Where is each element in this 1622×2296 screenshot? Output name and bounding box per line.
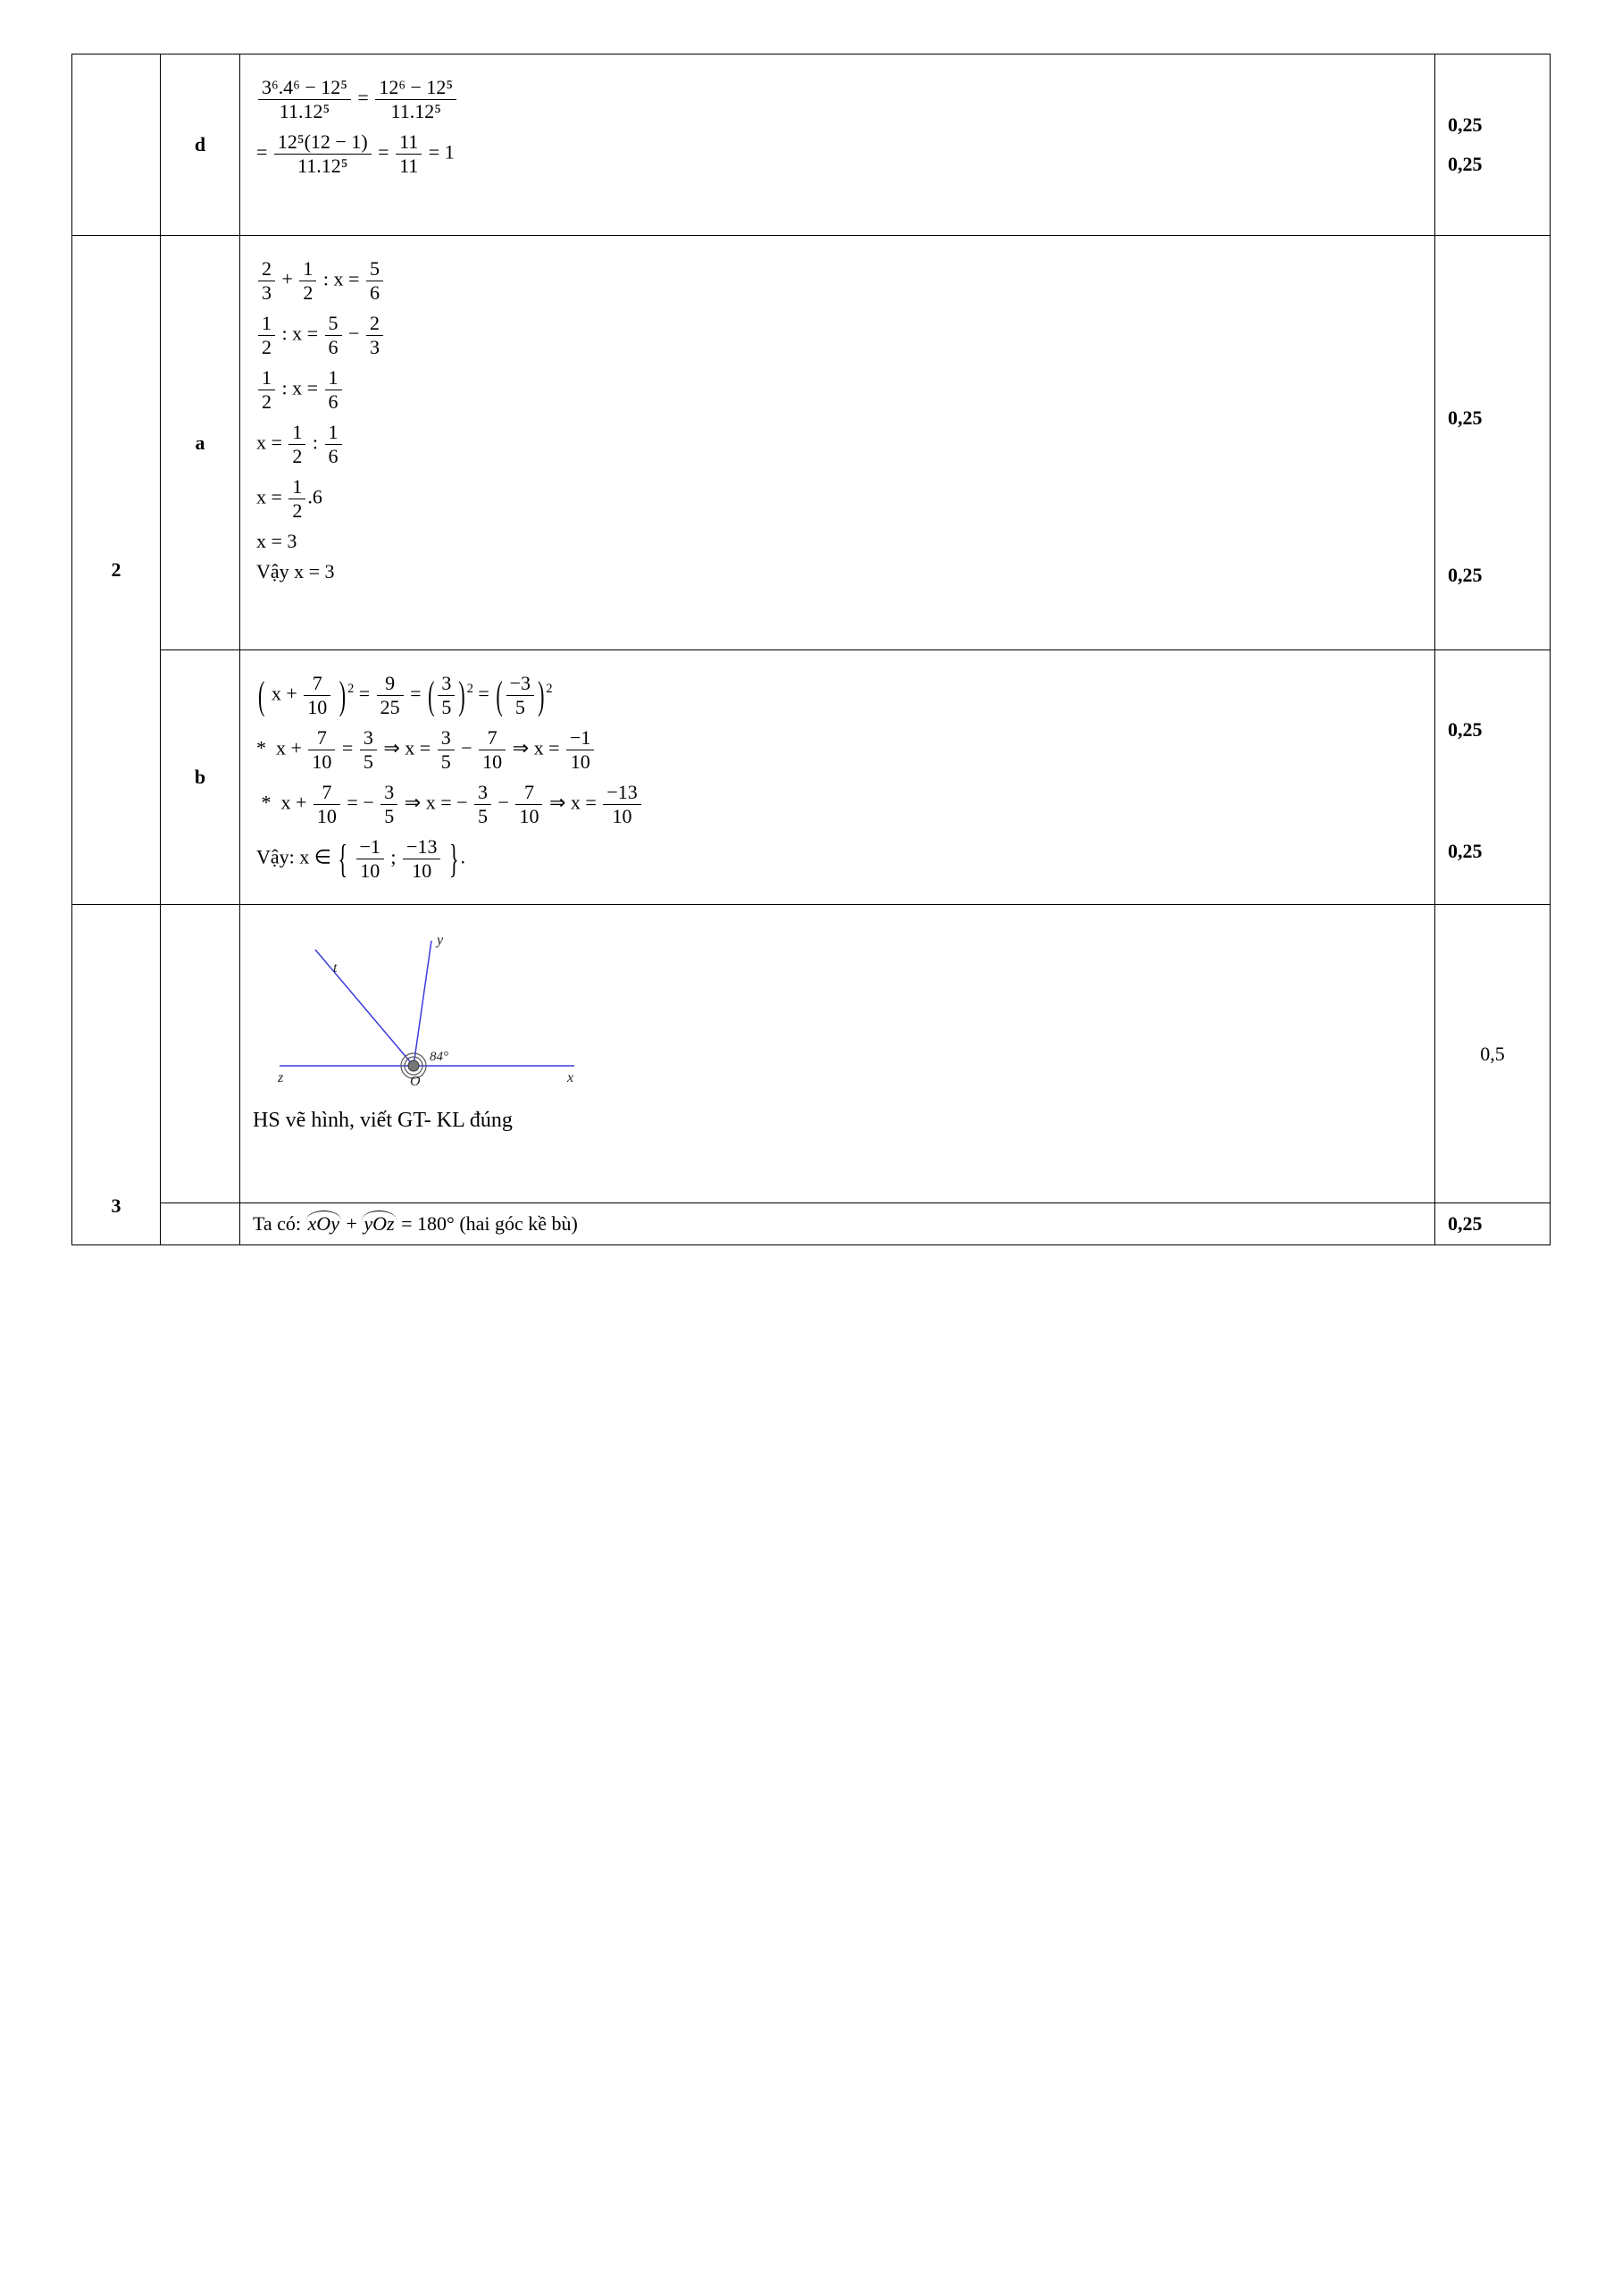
score: 0,25	[1448, 840, 1537, 863]
geometry-diagram: x z y t O 84°	[253, 914, 1422, 1102]
text: Ta có:	[253, 1212, 306, 1235]
label-o: O	[410, 1074, 421, 1089]
label-x: x	[566, 1070, 573, 1085]
question-number	[72, 54, 161, 236]
score: 0,25	[1448, 406, 1537, 430]
set-braces: −110 ; −1310	[336, 835, 460, 883]
score: 0,25	[1448, 718, 1537, 742]
score: 0,25	[1448, 1212, 1537, 1236]
math-d: 3⁶.4⁶ − 12⁵ 11.12⁵ = 12⁶ − 12⁵ 11.12⁵ = …	[253, 63, 1422, 226]
fraction: 12⁶ − 12⁵ 11.12⁵	[375, 76, 456, 123]
work-cell: x + 710 2 = 925 = 352 = −352 * x + 710 =…	[240, 650, 1435, 905]
label-t: t	[333, 960, 338, 976]
score-cell: 0,25	[1435, 1203, 1551, 1245]
math-2a: 23 + 12 : x = 56 12 : x = 56 − 23 12 : x…	[253, 245, 1422, 641]
score: 0,25	[1448, 113, 1537, 137]
part-label: a	[161, 236, 240, 650]
score-cell: 0,25 0,25	[1435, 650, 1551, 905]
part-label: d	[161, 54, 240, 236]
angle-value-label: 84°	[430, 1050, 448, 1064]
figure-caption: HS vẽ hình, viết GT- KL đúng	[253, 1109, 1422, 1133]
angle-xoy: xOy	[306, 1212, 341, 1236]
ray-ot	[315, 950, 414, 1066]
part-label: b	[161, 650, 240, 905]
paren-group: x + 710	[256, 672, 347, 719]
work-cell: x z y t O 84° HS vẽ hình, viết GT- KL đú…	[240, 905, 1435, 1203]
score-cell: 0,25 0,25	[1435, 54, 1551, 236]
math-2b: x + 710 2 = 925 = 352 = −352 * x + 710 =…	[253, 659, 1422, 895]
label-z: z	[277, 1070, 284, 1085]
work-cell: Ta có: xOy + yOz = 180° (hai góc kề bù)	[240, 1203, 1435, 1245]
row-3-text: Ta có: xOy + yOz = 180° (hai góc kề bù) …	[72, 1203, 1551, 1245]
ray-oy	[414, 941, 431, 1066]
row-3-figure: 3 x z y	[72, 905, 1551, 1203]
part-label	[161, 905, 240, 1203]
fraction: 12⁵(12 − 1) 11.12⁵	[274, 130, 372, 178]
score: 0,25	[1448, 564, 1537, 587]
point-o	[408, 1060, 419, 1071]
score: 0,5	[1448, 1043, 1537, 1066]
question-number: 2	[72, 236, 161, 905]
score-cell: 0,5	[1435, 905, 1551, 1203]
text: = 180° (hai góc kề bù)	[401, 1212, 578, 1235]
row-1d: d 3⁶.4⁶ − 12⁵ 11.12⁵ = 12⁶ − 12⁵ 11.12⁵ …	[72, 54, 1551, 236]
angle-diagram-svg: x z y t O 84°	[253, 923, 610, 1102]
fraction: 3⁶.4⁶ − 12⁵ 11.12⁵	[258, 76, 351, 123]
label-y: y	[435, 933, 444, 948]
row-2b: b x + 710 2 = 925 = 352 = −352 * x	[72, 650, 1551, 905]
question-number: 3	[72, 905, 161, 1245]
score-cell: 0,25 0,25	[1435, 236, 1551, 650]
row-2a: 2 a 23 + 12 : x = 56 12 : x = 56 − 23	[72, 236, 1551, 650]
work-cell: 23 + 12 : x = 56 12 : x = 56 − 23 12 : x…	[240, 236, 1435, 650]
score: 0,25	[1448, 153, 1537, 176]
fraction: 11 11	[396, 130, 422, 178]
angle-yoz: yOz	[362, 1212, 396, 1236]
answer-key-table: d 3⁶.4⁶ − 12⁵ 11.12⁵ = 12⁶ − 12⁵ 11.12⁵ …	[71, 54, 1551, 1245]
result: 1	[445, 141, 455, 163]
work-cell: 3⁶.4⁶ − 12⁵ 11.12⁵ = 12⁶ − 12⁵ 11.12⁵ = …	[240, 54, 1435, 236]
part-label	[161, 1203, 240, 1245]
